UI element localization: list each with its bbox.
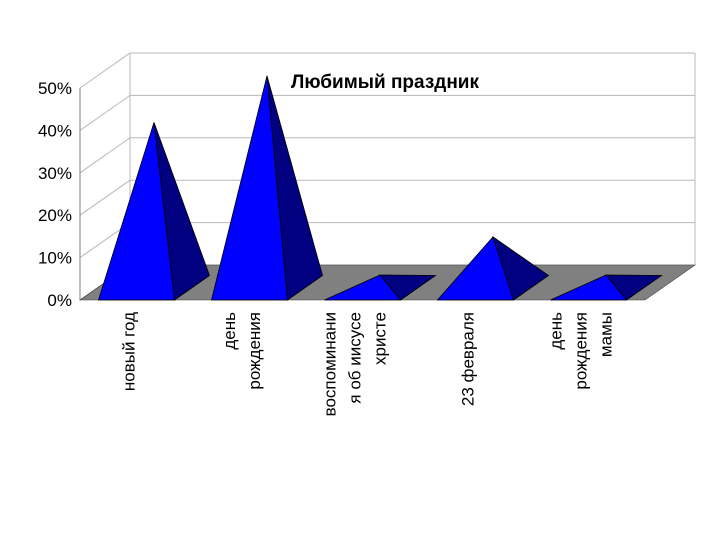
chart-title: Любимый праздник <box>290 72 479 93</box>
gridline-depth <box>79 52 131 89</box>
x-category-label-line: 23 февраля <box>459 312 478 406</box>
x-category-label: воспоминани я об иисусе христе <box>321 312 390 416</box>
x-category-label: 23 февраля <box>459 312 478 406</box>
y-tick-label: 10% <box>38 249 72 268</box>
y-tick-label: 30% <box>38 164 72 183</box>
y-tick-label: 0% <box>47 291 72 310</box>
pyramid-bar <box>210 75 288 301</box>
x-category-label: новый год <box>120 312 139 391</box>
chart-pyramids <box>97 75 663 301</box>
gridline-depth <box>79 137 131 174</box>
pyramid-bar <box>550 274 628 301</box>
x-category-label-line: день <box>547 312 566 350</box>
x-category-label-line: воспоминани <box>321 312 340 416</box>
x-category-label-line: рождения <box>572 312 591 390</box>
x-category-label-line: новый год <box>120 312 139 391</box>
gridline-depth <box>79 94 131 131</box>
x-category-label-line: мамы <box>597 312 616 357</box>
gridline-depth <box>79 179 131 216</box>
x-category-label-line: рождения <box>245 312 264 390</box>
y-tick-label: 50% <box>38 79 72 98</box>
x-category-label-line: христе <box>371 312 390 365</box>
pyramid-bar <box>436 236 515 301</box>
pyramid-bar <box>97 122 175 301</box>
x-category-label-line: день <box>220 312 239 350</box>
y-tick-label: 20% <box>38 206 72 225</box>
y-axis-ticks: 0% 10% 20% 30% 40% 50% <box>38 79 72 310</box>
pyramid-bar <box>324 274 402 301</box>
x-category-label-line: я об иисусе <box>346 312 365 404</box>
x-category-label: день рождения <box>220 312 264 390</box>
x-axis-labels: новый год день рождения воспоминани я об иис… <box>120 312 616 417</box>
x-category-label: день рождения мамы <box>547 312 616 390</box>
y-tick-label: 40% <box>38 121 72 140</box>
